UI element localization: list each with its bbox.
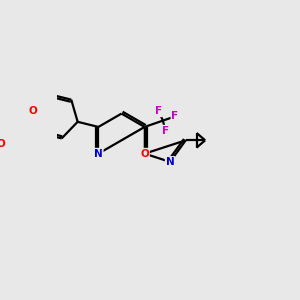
Text: F: F [162,126,169,136]
Text: O: O [28,106,37,116]
Text: N: N [94,148,103,159]
Text: F: F [171,111,178,122]
Text: O: O [140,148,149,159]
Text: O: O [0,139,5,149]
Text: N: N [166,157,174,167]
Text: F: F [155,106,162,116]
